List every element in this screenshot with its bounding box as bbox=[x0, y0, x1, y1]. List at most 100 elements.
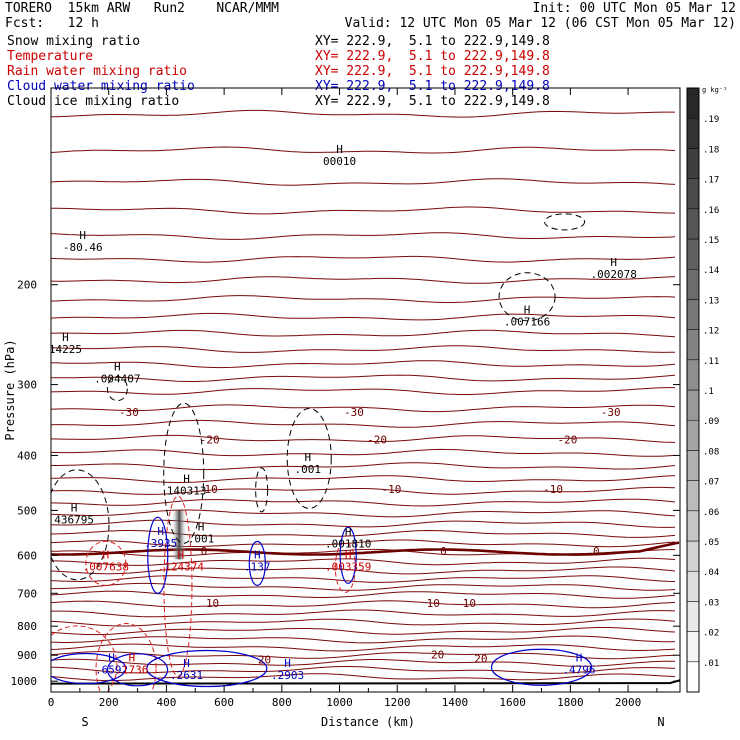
colorbar-bin bbox=[686, 299, 700, 330]
rain-contour bbox=[85, 540, 127, 586]
extremum-value-label: .007166 bbox=[504, 315, 550, 328]
cloud-water-contour bbox=[147, 516, 169, 594]
isotherm-line bbox=[51, 295, 676, 303]
isotherm-label: -10 bbox=[543, 483, 563, 496]
isotherm-line bbox=[51, 448, 676, 457]
cloud-water-contour bbox=[51, 652, 127, 685]
terrain-line bbox=[51, 679, 680, 685]
extremum-h-marker: H bbox=[524, 303, 531, 316]
field-label-temperature: Temperature bbox=[7, 49, 94, 64]
colorbar-bin bbox=[686, 117, 700, 149]
extremum-h-marker: H bbox=[108, 652, 115, 665]
isotherm-line bbox=[51, 618, 676, 627]
colorbar-tick-label: .18 bbox=[703, 145, 719, 155]
field-xy-cloud-ice: XY= 222.9, 5.1 to 222.9,149.8 bbox=[315, 94, 550, 109]
field-label-rain: Rain water mixing ratio bbox=[7, 64, 188, 79]
extremum-value-label: .124374 bbox=[158, 561, 205, 574]
extremum-value-label: .1736 bbox=[115, 664, 148, 677]
colorbar-tick-label: .03 bbox=[703, 598, 719, 608]
colorbar-tick-label: .08 bbox=[703, 447, 719, 457]
rain-contour bbox=[95, 623, 157, 692]
extremum-value-label: .001810 bbox=[325, 537, 371, 550]
field-label-cloud-ice: Cloud ice mixing ratio bbox=[7, 94, 180, 109]
isotherm-label: 20 bbox=[431, 649, 444, 662]
extremum-h-marker: H bbox=[71, 501, 78, 514]
y-tick-label: 300 bbox=[17, 379, 37, 392]
isotherm-line bbox=[51, 666, 676, 674]
cloud-water-contour bbox=[106, 653, 169, 687]
field-xy-cloud-water: XY= 222.9, 5.1 to 222.9,149.8 bbox=[315, 79, 550, 94]
x-tick-label: 1800 bbox=[557, 696, 584, 709]
extremum-h-marker: H bbox=[304, 451, 311, 464]
field-xy-snow: XY= 222.9, 5.1 to 222.9,149.8 bbox=[315, 34, 550, 49]
isotherm-label: 0 bbox=[201, 545, 208, 558]
header-init: Init: 00 UTC Mon 05 Mar 12 bbox=[532, 1, 737, 16]
x-tick-label: 600 bbox=[214, 696, 234, 709]
cloud-water-contour bbox=[248, 540, 266, 587]
plot-frame bbox=[50, 87, 681, 693]
y-tick-label: 1000 bbox=[11, 675, 38, 688]
isotherm-line bbox=[51, 206, 676, 215]
extremum-h-marker: H bbox=[345, 525, 352, 538]
cloud-water-contour bbox=[339, 526, 357, 584]
y-tick-label: 800 bbox=[17, 620, 37, 633]
colorbar-bin bbox=[686, 540, 700, 572]
cloud-ice-contour bbox=[286, 408, 332, 510]
y-tick-label: 400 bbox=[17, 449, 37, 462]
rain-contour bbox=[51, 625, 118, 692]
x-end-label-north: N bbox=[657, 715, 664, 729]
colorbar-tick-label: .06 bbox=[703, 508, 719, 518]
isotherm-line bbox=[51, 509, 676, 518]
extremum-h-marker: H bbox=[103, 549, 110, 562]
field-label-snow: Snow mixing ratio bbox=[7, 34, 141, 49]
extremum-h-marker: H bbox=[254, 549, 261, 562]
isotherm-line bbox=[51, 329, 676, 338]
isotherm-line bbox=[51, 178, 676, 186]
extremum-value-label: .3935 bbox=[144, 537, 177, 550]
extremum-value-label: .2631 bbox=[170, 669, 203, 682]
y-axis-label: Pressure (hPa) bbox=[3, 339, 17, 440]
isotherm-line bbox=[51, 590, 676, 599]
y-tick-label: 900 bbox=[17, 649, 37, 662]
cloud-ice-contour bbox=[544, 213, 586, 231]
isotherm-line bbox=[51, 276, 676, 284]
isotherm-line bbox=[51, 519, 676, 528]
extremum-value-label: .6592 bbox=[95, 664, 128, 677]
isotherm-line bbox=[51, 146, 676, 154]
colorbar-bin bbox=[686, 87, 700, 119]
isotherm-line bbox=[51, 109, 675, 118]
colorbar-tick-label: .14 bbox=[703, 266, 719, 276]
extremum-h-marker: H bbox=[157, 525, 164, 538]
x-tick-label: 1000 bbox=[326, 696, 353, 709]
colorbar-tick-label: .04 bbox=[703, 568, 719, 578]
colorbar-tick-label: .17 bbox=[703, 176, 719, 186]
extremum-h-marker: H bbox=[62, 331, 69, 344]
colorbar-bin bbox=[686, 480, 700, 512]
extremum-value-label: 00010 bbox=[323, 155, 356, 168]
isotherm-label: -20 bbox=[558, 434, 578, 447]
extremum-value-label: .003359 bbox=[325, 561, 371, 574]
colorbar-unit: g kg⁻¹ bbox=[702, 86, 727, 94]
isotherm-line bbox=[51, 434, 676, 443]
colorbar-bin bbox=[686, 389, 700, 421]
x-tick-label: 1400 bbox=[442, 696, 469, 709]
x-end-label-south: S bbox=[81, 715, 88, 729]
isotherm-line bbox=[51, 486, 676, 495]
extremum-value-label: .001 bbox=[295, 463, 322, 476]
colorbar-tick-label: .1 bbox=[703, 387, 714, 397]
extremum-value-label: .2903 bbox=[271, 669, 304, 682]
extremum-h-marker: H bbox=[128, 652, 135, 665]
isotherm-label: 10 bbox=[206, 597, 219, 610]
field-xy-temperature: XY= 222.9, 5.1 to 222.9,149.8 bbox=[315, 49, 550, 64]
extremum-h-marker: H bbox=[345, 549, 352, 562]
cloud-ice-contour bbox=[498, 272, 556, 322]
field-label-cloud-water: Cloud water mixing ratio bbox=[7, 79, 195, 94]
extremum-h-marker: H bbox=[114, 360, 121, 373]
extremum-h-marker: H bbox=[79, 229, 86, 242]
isotherm-label: 0 bbox=[440, 545, 447, 558]
isotherm-label: -30 bbox=[344, 406, 364, 419]
isotherm-line bbox=[51, 232, 676, 240]
isotherm-line bbox=[51, 404, 676, 413]
extremum-value-label: .001 bbox=[188, 533, 215, 546]
cloud-ice-contour bbox=[106, 376, 128, 402]
